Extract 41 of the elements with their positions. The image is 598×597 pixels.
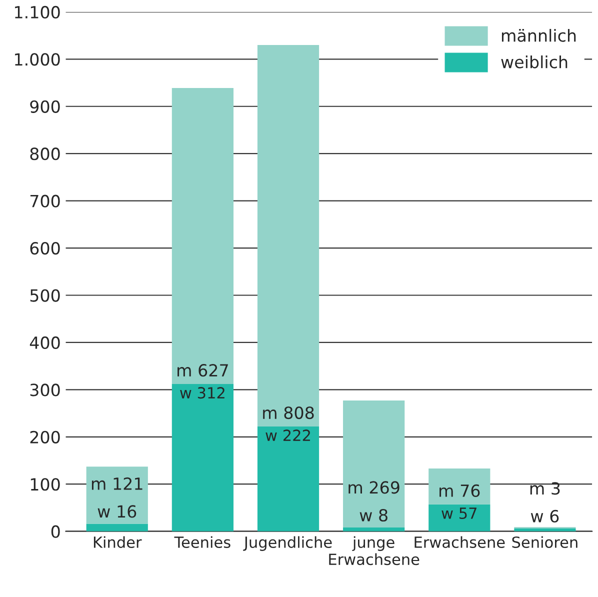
data-label: w 57 xyxy=(442,508,476,520)
y-tick-label: 300 xyxy=(30,384,60,396)
y-tick-label: 800 xyxy=(30,148,60,160)
y-tick-label: 600 xyxy=(30,242,60,255)
bar xyxy=(428,468,490,504)
y-tick-label: 700 xyxy=(30,194,60,208)
y-tick-label: 1.000 xyxy=(15,53,60,66)
data-label: m 121 xyxy=(92,477,142,490)
x-tick-label: Jugendliche xyxy=(243,536,332,551)
x-tick-label: Senioren xyxy=(512,536,578,548)
bar xyxy=(257,426,320,532)
y-tick-label: 1.100 xyxy=(15,6,60,19)
data-label: w 16 xyxy=(98,505,136,518)
y-tick-label: 100 xyxy=(30,478,60,491)
y-tick-label: 900 xyxy=(30,100,60,113)
y-tick-label: 400 xyxy=(30,336,60,350)
data-label: w 222 xyxy=(266,430,310,441)
bar xyxy=(257,44,320,427)
y-tick-label: 200 xyxy=(30,430,60,444)
data-label: m 76 xyxy=(440,484,480,498)
bar xyxy=(343,528,405,532)
legend-label: männlich xyxy=(502,28,576,42)
bar xyxy=(172,88,234,384)
y-tick-label: 500 xyxy=(30,289,60,302)
bar xyxy=(86,466,148,524)
x-tick-label: Teenies xyxy=(174,536,230,548)
bar xyxy=(428,504,490,532)
bar xyxy=(86,524,148,532)
data-label: w 6 xyxy=(530,510,559,522)
legend-label: weiblich xyxy=(501,55,568,68)
bar xyxy=(343,400,405,528)
data-label: m 3 xyxy=(530,482,560,495)
data-label: m 808 xyxy=(263,406,314,420)
data-label: m 269 xyxy=(348,481,400,494)
y-tick-label: 0 xyxy=(51,525,60,538)
x-tick-label: Erwachsene xyxy=(414,536,505,548)
data-label: w 312 xyxy=(180,387,224,399)
x-tick-label: Kinder xyxy=(94,536,142,548)
data-label: m 627 xyxy=(178,364,228,377)
bar xyxy=(172,384,234,532)
data-label: w 8 xyxy=(360,508,388,522)
